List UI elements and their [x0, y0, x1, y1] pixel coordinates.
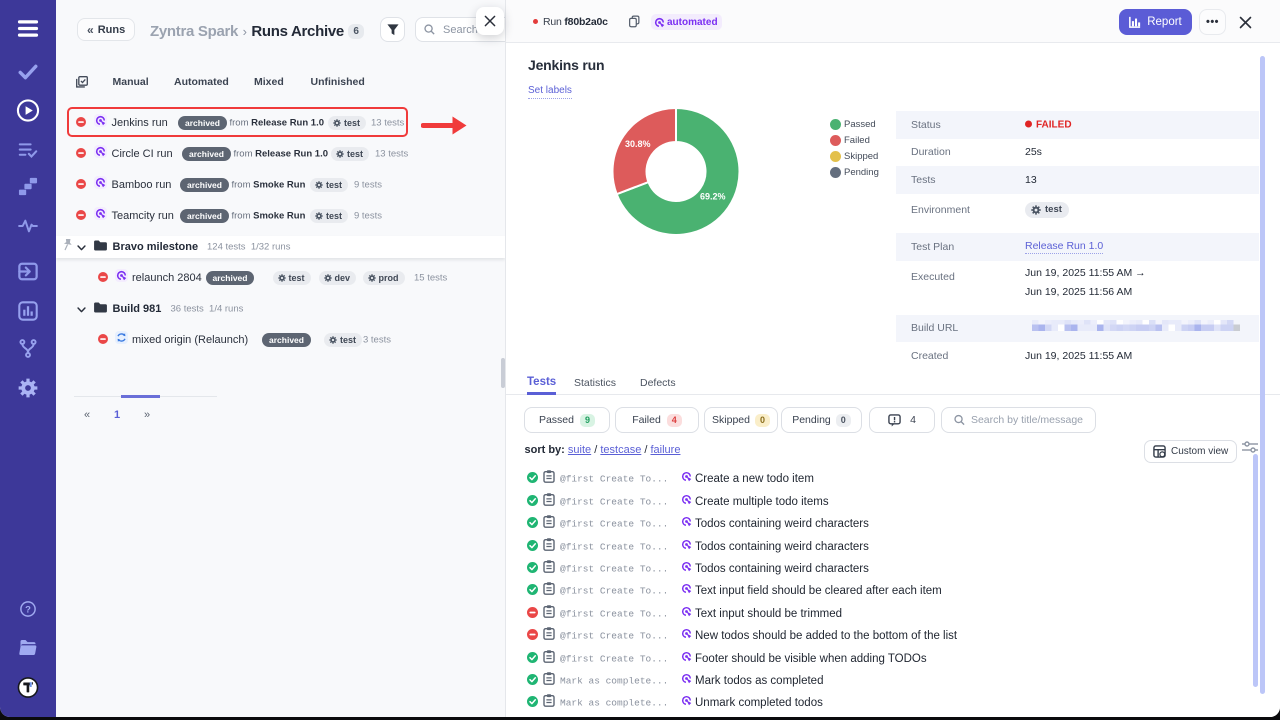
svg-text:?: ? [25, 604, 31, 615]
svg-text:30.8%: 30.8% [625, 139, 651, 149]
svg-text:69.2%: 69.2% [700, 192, 726, 202]
